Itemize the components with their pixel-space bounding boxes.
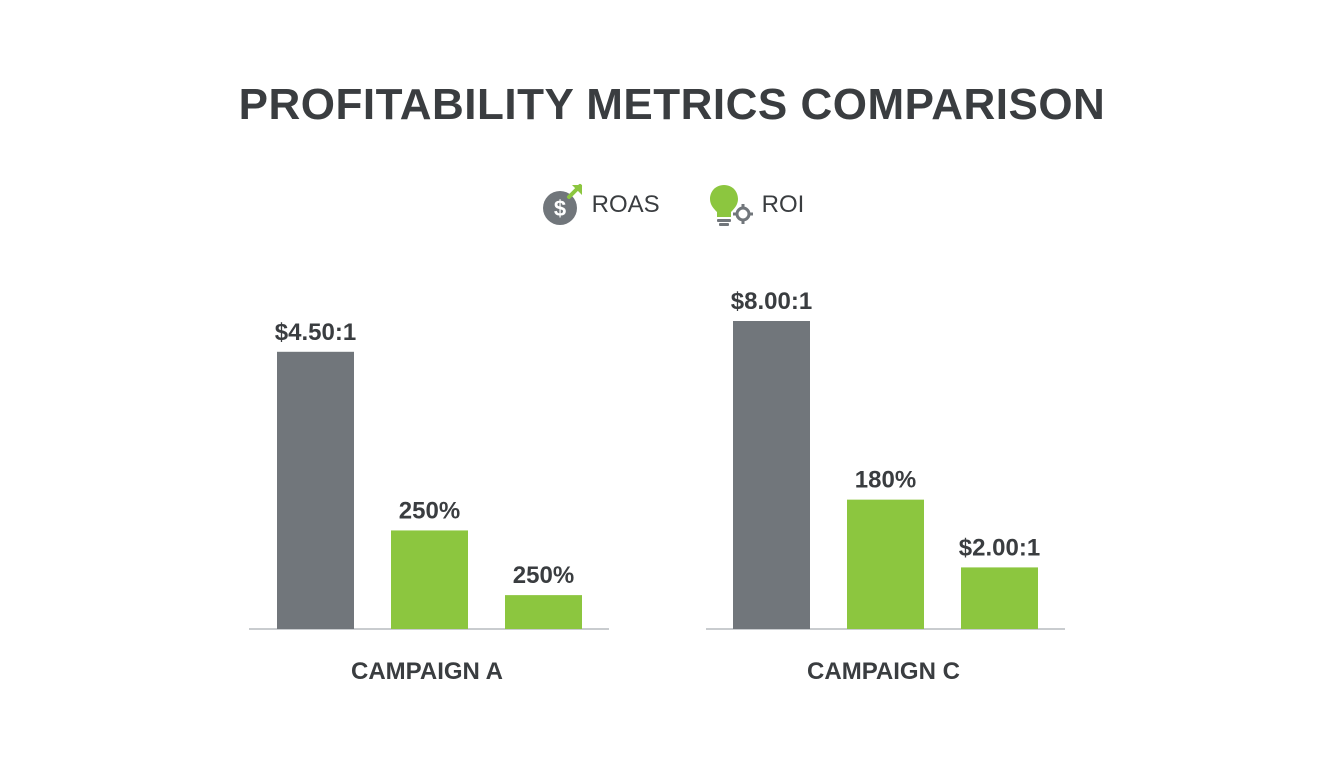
lightbulb-gear-icon [709, 185, 753, 226]
bar-campaign-c-2 [847, 499, 924, 629]
legend-label-roas: ROAS [591, 191, 660, 218]
svg-text:$: $ [554, 196, 566, 221]
bar-campaign-a-2 [391, 530, 468, 629]
dollar-growth-icon: $ [542, 184, 582, 225]
data-label-campaign-c-3: $2.00:1 [959, 534, 1040, 561]
category-label-campaign-c: CAMPAIGN C [807, 658, 960, 685]
bar-campaign-a-3 [505, 595, 582, 629]
legend-label-roi: ROI [761, 191, 805, 218]
data-label-campaign-a-3: 250% [513, 562, 574, 589]
legend: $ ROAS ROI [0, 180, 1344, 230]
legend-item-roas: $ ROAS [540, 183, 660, 227]
chart-title: PROFITABILITY METRICS COMPARISON [238, 80, 1106, 129]
bar-campaign-a-1 [277, 351, 354, 629]
data-label-campaign-c-1: $8.00:1 [731, 288, 812, 315]
data-label-campaign-a-2: 250% [399, 497, 460, 524]
data-label-campaign-c-2: 180% [855, 467, 916, 494]
bar-campaign-c-1 [733, 321, 810, 629]
category-label-campaign-a: CAMPAIGN A [351, 658, 503, 685]
data-label-campaign-a-1: $4.50:1 [275, 319, 356, 346]
bar-campaign-c-3 [961, 567, 1038, 629]
legend-item-roi: ROI [706, 181, 805, 229]
